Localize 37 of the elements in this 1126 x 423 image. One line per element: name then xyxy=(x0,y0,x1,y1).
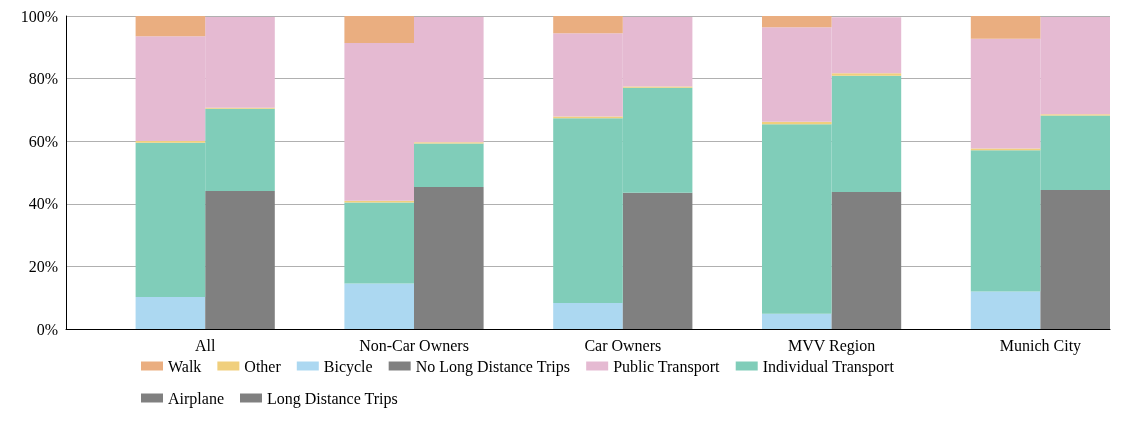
x-tick-label: Non-Car Owners xyxy=(359,336,469,354)
bar xyxy=(344,202,414,284)
x-tick-label: All xyxy=(194,336,216,354)
y-tick-label: 0% xyxy=(36,320,58,338)
bar xyxy=(970,16,1041,39)
legend-label: Other xyxy=(244,357,282,375)
bar xyxy=(762,16,832,28)
legend-label: Airplane xyxy=(168,389,224,408)
y-tick-label: 60% xyxy=(28,132,58,150)
bar xyxy=(344,16,414,43)
legend-label: Walk xyxy=(168,357,202,375)
legend-label: Bicycle xyxy=(323,357,373,376)
x-tick-label: MVV Region xyxy=(787,336,876,355)
bar xyxy=(831,191,902,329)
bar xyxy=(414,186,484,329)
legend-label: No Long Distance Trips xyxy=(415,357,570,376)
bar xyxy=(553,303,623,329)
bar xyxy=(831,73,902,76)
legend-label: Individual Transport xyxy=(762,357,895,376)
y-tick-label: 80% xyxy=(28,70,58,88)
bar xyxy=(1040,190,1110,329)
y-tick-label: 20% xyxy=(28,257,58,275)
y-tick-label: 100% xyxy=(20,7,58,25)
x-tick-label: Car Owners xyxy=(584,336,662,354)
bar xyxy=(344,283,414,329)
y-tick-label: 40% xyxy=(28,195,58,213)
bar xyxy=(205,190,275,329)
bar xyxy=(135,297,206,329)
bar xyxy=(622,192,693,329)
bar xyxy=(414,143,484,187)
bar xyxy=(135,16,206,37)
legend-label: Public Transport xyxy=(613,357,720,376)
bar xyxy=(553,16,623,34)
legend-label: Long Distance Trips xyxy=(266,389,398,408)
x-tick-label: Munich City xyxy=(999,336,1082,355)
bar xyxy=(970,291,1041,329)
bar xyxy=(762,313,832,329)
